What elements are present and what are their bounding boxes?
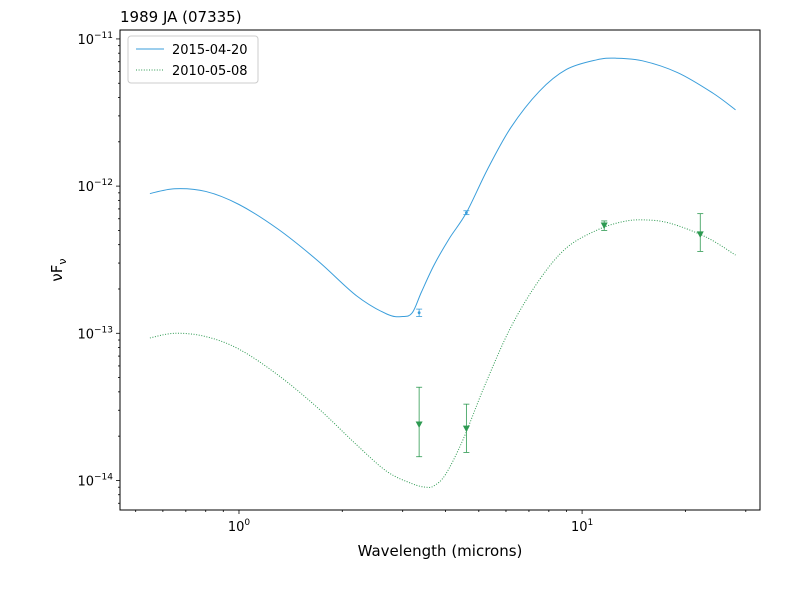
error-bar-point-1 xyxy=(416,308,423,317)
x-tick-label: 101 xyxy=(571,518,593,535)
legend: 2015-04-20 2010-05-08 xyxy=(127,35,259,84)
series-line-2 xyxy=(149,219,736,488)
error-bar-point-6 xyxy=(696,213,704,252)
y-tick-label: 10−13 xyxy=(77,325,113,342)
y-axis-label-main: νF xyxy=(48,265,66,282)
y-tick-label: 10−11 xyxy=(77,31,113,48)
y-tick-label: 10−12 xyxy=(77,178,113,195)
legend-label-2: 2010-05-08 xyxy=(172,64,248,79)
legend-label-1: 2015-04-20 xyxy=(172,43,248,58)
y-axis-label-subscript: ν xyxy=(56,258,69,264)
legend-box xyxy=(127,35,259,84)
y-axis-label: νFν xyxy=(48,258,69,281)
chart-title: 1989 JA (07335) xyxy=(120,8,242,26)
y-tick-label: 10−14 xyxy=(77,472,113,489)
error-bar-point-5 xyxy=(600,220,608,231)
error-bar-point-2 xyxy=(463,210,470,216)
plot-frame xyxy=(119,29,761,511)
series-line-1 xyxy=(149,57,736,318)
x-tick-label: 100 xyxy=(228,518,251,535)
error-bar-point-4 xyxy=(462,403,470,453)
ticks-layer: 100 101 10−14 10−13 10−12 10−11 xyxy=(77,31,747,535)
error-bar-point-3 xyxy=(415,386,423,458)
plot-content xyxy=(149,57,736,488)
x-axis-label: Wavelength (microns) xyxy=(358,542,523,560)
